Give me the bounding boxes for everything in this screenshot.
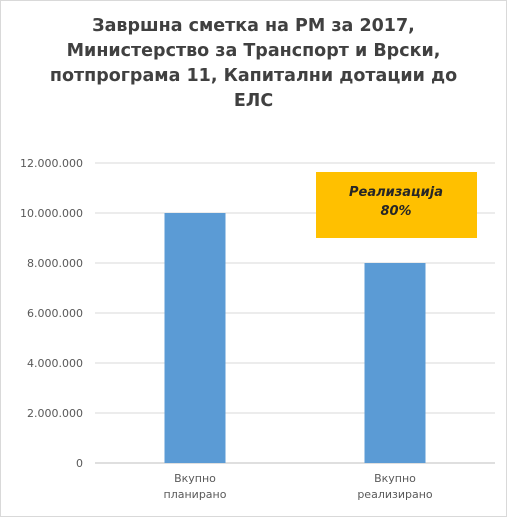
bar [364, 263, 426, 463]
y-tick-label: 2.000.000 [27, 407, 83, 420]
y-tick-label: 10.000.000 [20, 207, 83, 220]
x-tick-label: Вкупно [374, 472, 416, 485]
bars [164, 213, 426, 463]
y-tick-label: 6.000.000 [27, 307, 83, 320]
y-tick-label: 12.000.000 [20, 157, 83, 170]
callout-box [316, 172, 477, 238]
x-tick-label: Вкупно [174, 472, 216, 485]
y-tick-label: 0 [76, 457, 83, 470]
x-tick-label: реализирано [357, 488, 433, 501]
x-axis-ticks: Вкупно планирано Вкупно реализирано [164, 472, 433, 501]
y-axis-ticks: 0 2.000.000 4.000.000 6.000.000 8.000.000 10.… [20, 157, 83, 470]
x-tick-label: планирано [164, 488, 227, 501]
y-tick-label: 8.000.000 [27, 257, 83, 270]
callout-label: 80% [380, 204, 411, 219]
realization-callout: Реализација 80% [316, 172, 477, 238]
y-tick-label: 4.000.000 [27, 357, 83, 370]
chart-title: Завршна сметка на РМ за 2017, Министерст… [49, 16, 458, 111]
bar [164, 213, 226, 463]
callout-label: Реализација [349, 185, 443, 200]
gridlines [95, 162, 495, 464]
